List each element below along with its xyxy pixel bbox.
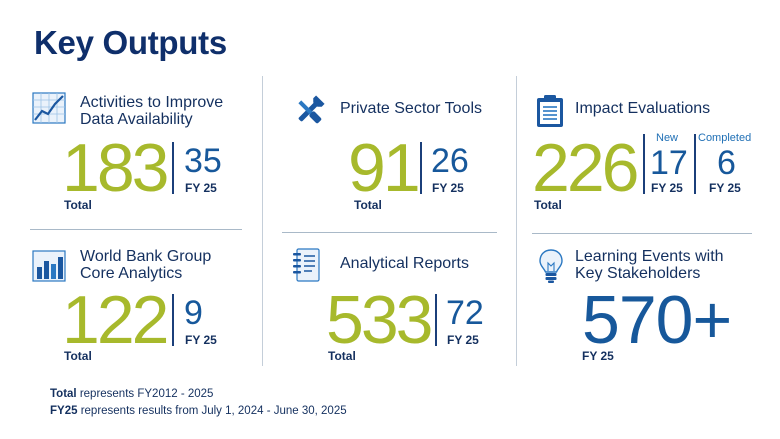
label-line-2: Core Analytics: [80, 265, 183, 282]
bar-chart-icon: [32, 250, 66, 282]
card-label: Activities to Improve Data Availability: [80, 94, 223, 128]
label-line-1: Activities to Improve: [80, 94, 224, 111]
value-separator: [435, 294, 437, 346]
page-title: Key Outputs: [34, 24, 227, 61]
card-impact-evaluations: Impact Evaluations 226 Total New 17 FY 2…: [532, 92, 762, 217]
clipboard-icon: [537, 95, 563, 127]
footnote-fy25: FY25 represents results from July 1, 202…: [50, 405, 347, 417]
card-label: Analytical Reports: [340, 255, 469, 272]
lightbulb-icon: [539, 249, 563, 283]
fy-label: FY 25: [432, 181, 464, 195]
total-value: 91: [348, 130, 421, 206]
fy-label: FY 25: [582, 349, 614, 363]
label-line-1: Learning Events with: [575, 248, 724, 265]
fy-value: 72: [446, 294, 484, 332]
label-line-1: World Bank Group: [80, 248, 212, 265]
value-separator: [172, 294, 174, 346]
label-line-1: Private Sector Tools: [340, 100, 482, 117]
row-divider-1: [30, 229, 242, 230]
fy-value: 26: [431, 142, 469, 180]
value-separator-2: [694, 134, 696, 194]
card-core-analytics: World Bank Group Core Analytics 122 Tota…: [32, 246, 252, 371]
value-separator: [420, 142, 422, 194]
total-label: Total: [534, 198, 562, 212]
completed-fy-label: FY 25: [709, 181, 741, 195]
card-learning-events: Learning Events with Key Stakeholders 57…: [532, 246, 762, 371]
label-line-1: Impact Evaluations: [575, 100, 711, 117]
new-fy-label: FY 25: [651, 181, 683, 195]
footnote-fy25-text: represents results from July 1, 2024 - J…: [77, 405, 347, 417]
card-private-sector-tools: Private Sector Tools 91 Total 26 FY 25: [292, 92, 502, 217]
column-divider-right: [516, 76, 517, 366]
total-value: 122: [62, 282, 169, 358]
completed-heading: Completed: [698, 132, 752, 144]
label-line-1: Analytical Reports: [340, 255, 469, 272]
total-value: 226: [532, 130, 639, 206]
fy-label: FY 25: [185, 181, 217, 195]
total-label: Total: [64, 349, 92, 363]
card-analytical-reports: Analytical Reports 533 Total 72 FY 25: [292, 246, 502, 371]
completed-value: 6: [717, 144, 736, 182]
row-divider-3: [532, 233, 752, 234]
value-separator: [643, 134, 645, 194]
label-line-2: Key Stakeholders: [575, 265, 701, 282]
fy-label: FY 25: [447, 333, 479, 347]
total-label: Total: [354, 198, 382, 212]
fy-value: 35: [184, 142, 222, 180]
learning-events-value: 570+: [582, 282, 732, 358]
total-label: Total: [328, 349, 356, 363]
label-line-2: Data Availability: [80, 111, 193, 128]
fy-value: 9: [184, 294, 203, 332]
card-activities: Activities to Improve Data Availability …: [32, 92, 252, 217]
total-label: Total: [64, 198, 92, 212]
value-separator: [172, 142, 174, 194]
total-value: 183: [62, 130, 169, 206]
footnote-total-term: Total: [50, 388, 77, 400]
card-label: Learning Events with Key Stakeholders: [575, 248, 724, 282]
new-heading: New: [656, 132, 679, 144]
notebook-icon: [293, 248, 320, 282]
footnote-fy25-term: FY25: [50, 405, 78, 417]
card-label: Impact Evaluations: [575, 100, 710, 117]
column-divider-left: [262, 76, 263, 366]
new-value: 17: [650, 144, 688, 182]
footnote-total: Total represents FY2012 - 2025: [50, 388, 213, 400]
card-label: World Bank Group Core Analytics: [80, 248, 211, 282]
fy-label: FY 25: [185, 333, 217, 347]
line-chart-icon: [32, 92, 66, 124]
total-value: 533: [326, 282, 433, 358]
wrench-screwdriver-icon: [298, 95, 325, 124]
card-label: Private Sector Tools: [340, 100, 482, 117]
footnote-total-text: represents FY2012 - 2025: [76, 388, 214, 400]
row-divider-2: [282, 232, 497, 233]
